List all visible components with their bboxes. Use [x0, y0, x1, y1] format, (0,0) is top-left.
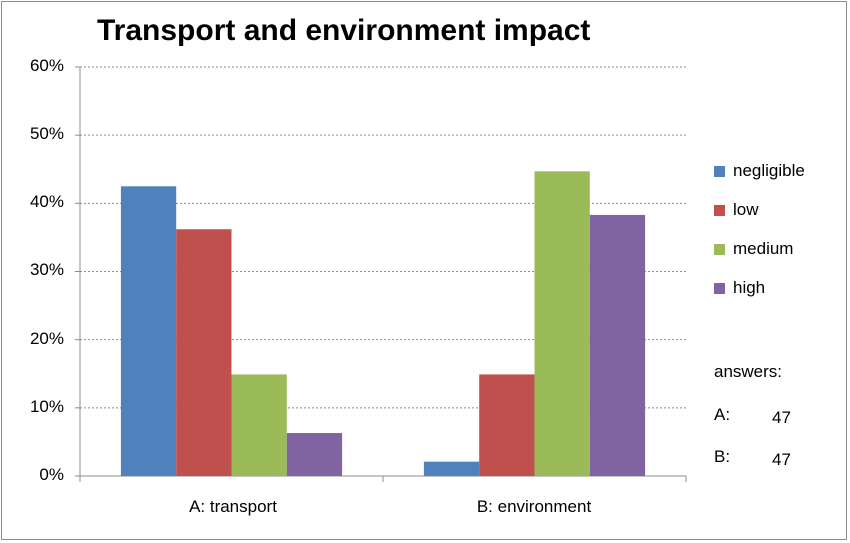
- y-tick-label: 40%: [29, 192, 64, 211]
- legend-item-negligible: negligible: [714, 160, 805, 182]
- legend-item-high: high: [714, 277, 765, 299]
- y-tick-label: 20%: [29, 329, 64, 348]
- answers-value-b: 47: [772, 450, 791, 469]
- bar-high: [286, 433, 343, 476]
- answers-key-b: B:: [714, 447, 731, 466]
- x-tick-label: A: transport: [189, 497, 277, 516]
- legend-swatch: [714, 243, 725, 255]
- legend-label: low: [733, 200, 759, 219]
- y-tick-label: 10%: [29, 397, 64, 416]
- legend-swatch: [714, 204, 725, 216]
- chart-title: Transport and environment impact: [97, 14, 591, 47]
- bar-low: [176, 229, 232, 476]
- bar-low: [479, 374, 535, 476]
- legend-label: medium: [733, 239, 794, 258]
- answers-value-a: 47: [772, 408, 791, 427]
- y-tick-label: 30%: [29, 260, 64, 279]
- legend-item-low: low: [714, 199, 759, 221]
- x-tick-label: B: environment: [476, 497, 592, 516]
- bar-negligible: [120, 186, 177, 476]
- legend-swatch: [714, 282, 725, 294]
- y-tick-label: 50%: [29, 124, 64, 143]
- y-tick-label: 60%: [29, 56, 64, 75]
- y-tick-label: 0%: [39, 465, 64, 484]
- bar-high: [589, 214, 646, 476]
- legend-label: high: [733, 278, 766, 297]
- answers-key-a: A:: [714, 405, 731, 424]
- answers-label: answers:: [714, 362, 783, 381]
- bar-negligible: [423, 461, 480, 476]
- bar-medium: [534, 171, 590, 477]
- bar-medium: [231, 374, 287, 476]
- legend-item-medium: medium: [714, 238, 793, 260]
- legend-label: negligible: [733, 161, 805, 180]
- legend-swatch: [714, 165, 725, 177]
